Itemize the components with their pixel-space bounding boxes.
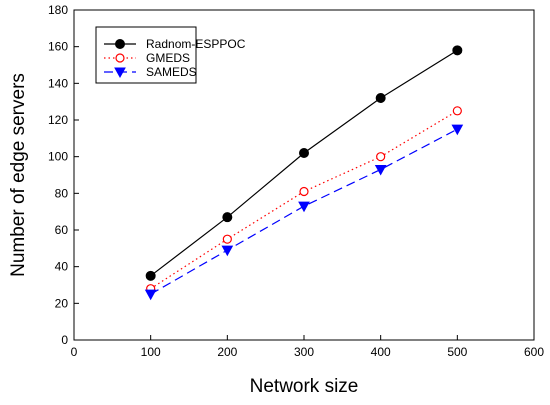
y-tick-label: 0 <box>61 333 68 347</box>
x-tick-label: 500 <box>447 345 467 359</box>
y-tick-label: 60 <box>55 223 69 237</box>
legend-label: SAMEDS <box>146 65 197 79</box>
data-point <box>222 212 233 223</box>
data-point <box>222 234 232 244</box>
series-radnom-esppoc <box>145 45 463 281</box>
data-point <box>114 67 126 79</box>
data-point <box>144 289 157 301</box>
x-tick-label: 100 <box>141 345 161 359</box>
data-point <box>145 270 156 281</box>
x-tick-label: 0 <box>71 345 78 359</box>
data-point <box>452 106 462 116</box>
series-line <box>150 49 458 277</box>
data-point <box>221 245 234 257</box>
data-point <box>298 201 310 213</box>
legend-box <box>95 26 197 84</box>
data-point <box>374 165 387 176</box>
data-point <box>115 53 125 63</box>
data-point <box>299 186 309 197</box>
y-tick-label: 120 <box>48 113 68 127</box>
data-point <box>375 93 386 103</box>
x-tick-label: 300 <box>294 345 314 359</box>
data-point <box>299 148 309 158</box>
data-point <box>451 124 464 136</box>
x-tick-label: 600 <box>524 345 544 359</box>
y-tick-label: 180 <box>48 3 68 17</box>
y-tick-label: 140 <box>48 76 68 90</box>
series-gmeds <box>146 106 462 294</box>
axis-ticks: 0 100 200 300 400 500 600 0 20 40 60 80 100 120 140 160… <box>48 3 544 359</box>
series-layer <box>144 45 464 301</box>
legend-label: Radnom-ESPPOC <box>146 37 246 51</box>
data-point <box>452 45 463 56</box>
y-tick-label: 160 <box>48 40 68 54</box>
x-axis-title: Network size <box>250 376 359 397</box>
y-tick-label: 40 <box>55 260 69 274</box>
data-point <box>115 39 125 49</box>
series-line <box>150 110 458 290</box>
series-sameds <box>144 124 464 301</box>
x-tick-label: 200 <box>217 345 237 359</box>
y-axis-title: Number of edge servers <box>8 73 29 277</box>
y-tick-label: 80 <box>55 186 69 200</box>
data-point <box>376 152 386 162</box>
y-tick-label: 100 <box>48 150 68 164</box>
legend-label: GMEDS <box>146 51 190 65</box>
y-tick-label: 20 <box>55 296 69 310</box>
x-tick-label: 400 <box>371 345 391 359</box>
